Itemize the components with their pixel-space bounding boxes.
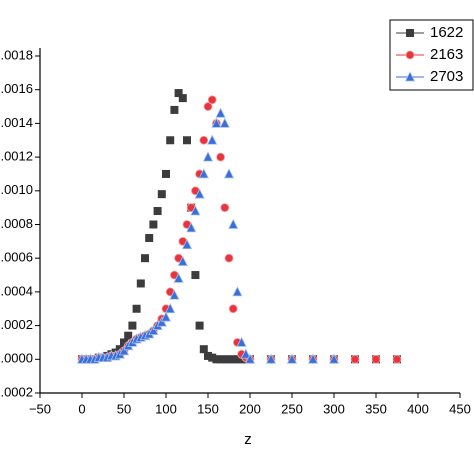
marker: [124, 331, 133, 340]
marker: [204, 351, 212, 360]
y-tick-label: -0.0002: [0, 384, 33, 399]
x-tick-label: 150: [197, 401, 219, 416]
marker: [178, 94, 187, 103]
marker: [228, 218, 239, 229]
marker: [244, 353, 256, 364]
marker: [148, 324, 159, 336]
marker: [183, 136, 191, 145]
marker: [190, 205, 201, 216]
marker: [225, 355, 233, 364]
marker: [145, 233, 154, 242]
marker: [207, 95, 217, 105]
y-tick-label: 0.0006: [0, 250, 33, 265]
marker: [156, 316, 167, 327]
marker: [174, 89, 183, 98]
marker: [128, 321, 137, 330]
marker: [120, 338, 128, 347]
marker: [207, 134, 218, 145]
marker: [211, 117, 222, 128]
marker: [186, 221, 197, 233]
legend-marker: [405, 50, 415, 60]
marker: [219, 117, 230, 128]
marker: [198, 168, 209, 179]
marker: [216, 355, 225, 364]
x-tick-label: 100: [155, 401, 177, 416]
x-tick-label: 400: [407, 401, 429, 416]
y-tick-label: 0.0008: [0, 216, 33, 231]
x-tick-label: 0: [78, 401, 85, 416]
marker: [132, 304, 141, 313]
marker: [240, 348, 251, 359]
legend-label: 1622: [430, 24, 463, 41]
x-tick-label: 250: [281, 401, 303, 416]
x-tick-label: 200: [239, 401, 261, 416]
marker: [199, 345, 208, 354]
marker: [162, 169, 170, 178]
marker: [215, 107, 226, 118]
marker: [202, 151, 214, 162]
marker: [236, 336, 247, 347]
y-tick-label: 0.0016: [0, 81, 33, 96]
marker: [216, 152, 226, 162]
marker: [392, 354, 402, 364]
marker: [350, 354, 360, 364]
marker: [208, 353, 217, 362]
legend-marker: [406, 29, 414, 37]
marker: [229, 355, 238, 364]
marker: [371, 354, 381, 364]
marker: [191, 271, 200, 280]
marker: [195, 321, 204, 330]
marker: [177, 255, 188, 266]
marker: [212, 355, 221, 364]
marker: [166, 136, 175, 145]
marker: [160, 311, 172, 322]
marker: [203, 102, 213, 111]
marker: [237, 355, 246, 364]
y-tick-label: 0.0002: [0, 317, 33, 332]
y-tick-label: 0.0000: [0, 351, 33, 366]
marker: [265, 353, 277, 364]
marker: [118, 344, 130, 356]
x-tick-label: 300: [323, 401, 345, 416]
marker: [199, 135, 209, 145]
marker: [220, 203, 230, 213]
y-tick-label: 0.0004: [0, 283, 33, 298]
marker: [220, 355, 229, 364]
marker: [136, 279, 145, 288]
marker: [223, 168, 235, 179]
legend-marker: [404, 71, 416, 82]
x-tick-label: −50: [29, 401, 51, 416]
marker: [157, 190, 166, 199]
marker: [170, 105, 179, 114]
marker: [173, 272, 184, 283]
marker: [194, 188, 205, 199]
legend-label: 2163: [430, 46, 463, 63]
y-tick-label: 0.0012: [0, 149, 33, 164]
legend-label: 2703: [430, 68, 463, 85]
x-axis-label: z: [244, 431, 252, 448]
x-tick-label: 450: [449, 401, 471, 416]
marker: [228, 304, 238, 314]
marker: [307, 353, 319, 364]
marker: [233, 355, 242, 364]
marker: [232, 286, 243, 297]
marker: [141, 254, 149, 263]
marker: [149, 220, 158, 229]
marker: [286, 353, 298, 364]
marker: [153, 207, 162, 216]
marker: [328, 353, 340, 364]
y-tick-label: 0.0010: [0, 182, 33, 197]
x-tick-label: 350: [365, 401, 387, 416]
marker: [181, 238, 193, 250]
y-tick-label: 0.0018: [0, 47, 33, 62]
marker: [165, 302, 176, 314]
y-tick-label: 0.0014: [0, 115, 33, 130]
marker: [169, 289, 180, 300]
x-tick-label: 50: [117, 401, 131, 416]
marker: [224, 253, 234, 263]
